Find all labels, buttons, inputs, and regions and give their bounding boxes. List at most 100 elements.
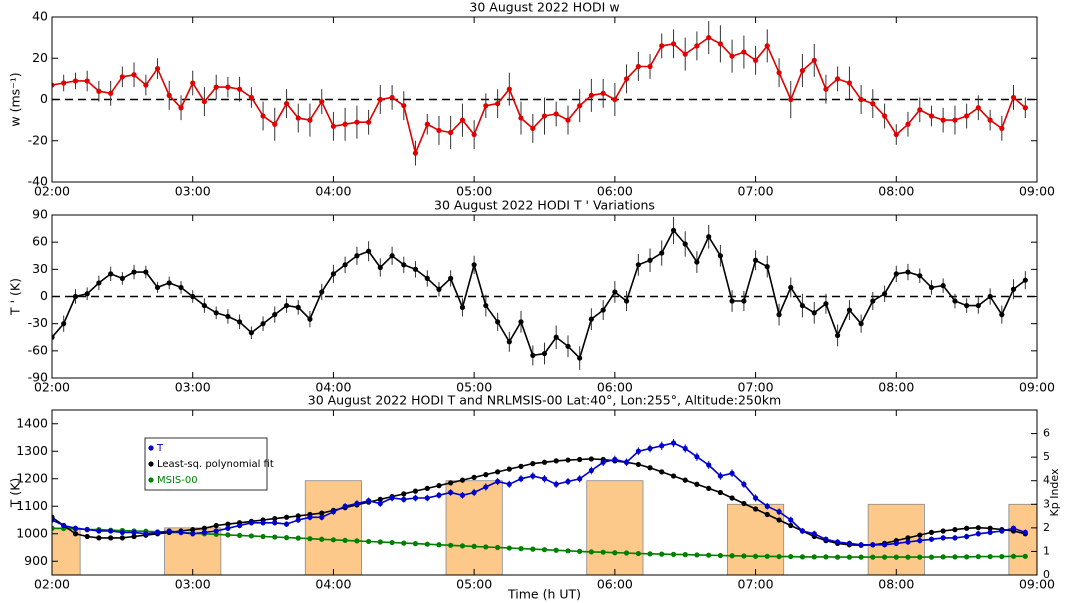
- data-point: [588, 467, 594, 474]
- data-point: [964, 302, 970, 309]
- data-point: [776, 553, 782, 560]
- data-point: [190, 80, 196, 86]
- data-point: [248, 94, 254, 101]
- data-point: [319, 289, 325, 295]
- data-point: [283, 535, 290, 541]
- data-point: [565, 117, 571, 123]
- data-point: [61, 321, 67, 327]
- data-point: [729, 495, 735, 501]
- data-point: [377, 539, 383, 545]
- y-tick-label: -90: [28, 370, 48, 385]
- data-point: [272, 312, 278, 318]
- x-tick-label: 02:00: [34, 577, 70, 592]
- data-point: [225, 532, 231, 538]
- data-point: [366, 498, 372, 504]
- x-tick-label: 04:00: [315, 577, 351, 592]
- data-point: [541, 476, 548, 482]
- data-point: [928, 529, 935, 535]
- data-point: [717, 473, 723, 479]
- data-point: [952, 527, 958, 533]
- data-point: [436, 483, 442, 489]
- kp-bar: [586, 480, 644, 575]
- data-point: [647, 445, 653, 452]
- data-point: [260, 533, 266, 540]
- data-point: [917, 554, 923, 560]
- data-point: [495, 544, 501, 551]
- data-point: [424, 121, 430, 127]
- data-point: [600, 307, 606, 313]
- data-point: [893, 131, 899, 138]
- data-point: [741, 500, 747, 507]
- data-point: [764, 553, 770, 559]
- data-point: [72, 293, 79, 300]
- data-point: [952, 117, 958, 123]
- data-point: [764, 264, 770, 270]
- data-point: [811, 310, 817, 316]
- legend-box: [144, 437, 268, 491]
- data-point: [96, 528, 102, 534]
- data-point: [729, 470, 735, 476]
- data-point: [952, 554, 958, 560]
- data-point: [541, 459, 548, 465]
- data-point: [823, 86, 829, 92]
- data-point: [201, 529, 207, 535]
- data-point: [119, 275, 125, 281]
- data-point: [799, 528, 806, 534]
- data-point: [987, 553, 993, 560]
- data-point: [623, 459, 630, 465]
- data-point: [952, 535, 958, 541]
- data-point: [225, 84, 231, 90]
- data-point: [917, 538, 923, 544]
- data-point: [846, 540, 853, 546]
- data-point: [495, 319, 501, 325]
- data-point: [999, 312, 1005, 318]
- data-point: [905, 539, 911, 545]
- chart-title: 30 August 2022 HODI w: [469, 0, 619, 15]
- data-point: [858, 321, 864, 327]
- data-point: [565, 548, 571, 554]
- data-point: [483, 103, 489, 109]
- data-point: [811, 57, 817, 63]
- data-point: [412, 541, 419, 547]
- data-point: [459, 492, 466, 498]
- data-point: [917, 107, 923, 113]
- data-point: [283, 302, 290, 309]
- data-point: [788, 96, 794, 103]
- data-point: [928, 554, 935, 560]
- data-point: [483, 472, 489, 478]
- data-point: [706, 234, 712, 240]
- plot-frame: [51, 409, 1038, 576]
- data-point: [670, 227, 677, 233]
- data-point: [166, 280, 172, 286]
- data-point: [236, 86, 243, 92]
- data-point: [84, 78, 90, 84]
- data-point: [52, 525, 55, 531]
- y2-tick-label: 5: [1043, 450, 1050, 463]
- data-point: [483, 302, 489, 309]
- data-point: [213, 522, 219, 529]
- y-tick-label: 1200: [16, 470, 48, 485]
- data-point: [530, 473, 536, 479]
- y-tick-label: 1400: [16, 415, 48, 430]
- x-tick-label: 07:00: [738, 184, 774, 199]
- data-point: [354, 253, 360, 259]
- data-point: [295, 535, 301, 541]
- data-point: [236, 532, 243, 539]
- data-point: [975, 302, 981, 309]
- data-point: [236, 522, 243, 529]
- data-point: [518, 546, 524, 552]
- data-point: [448, 480, 454, 486]
- data-point: [119, 74, 125, 80]
- data-point: [694, 481, 700, 487]
- data-point: [448, 489, 454, 496]
- data-point: [530, 546, 536, 552]
- data-point: [377, 264, 383, 271]
- data-point: [670, 41, 677, 47]
- data-point: [600, 90, 606, 96]
- data-point: [295, 513, 301, 519]
- data-point: [647, 465, 653, 471]
- data-point: [752, 495, 759, 501]
- y-tick-label: -40: [28, 174, 48, 189]
- plot-area: [52, 438, 1037, 575]
- x-tick-label: 08:00: [878, 577, 914, 592]
